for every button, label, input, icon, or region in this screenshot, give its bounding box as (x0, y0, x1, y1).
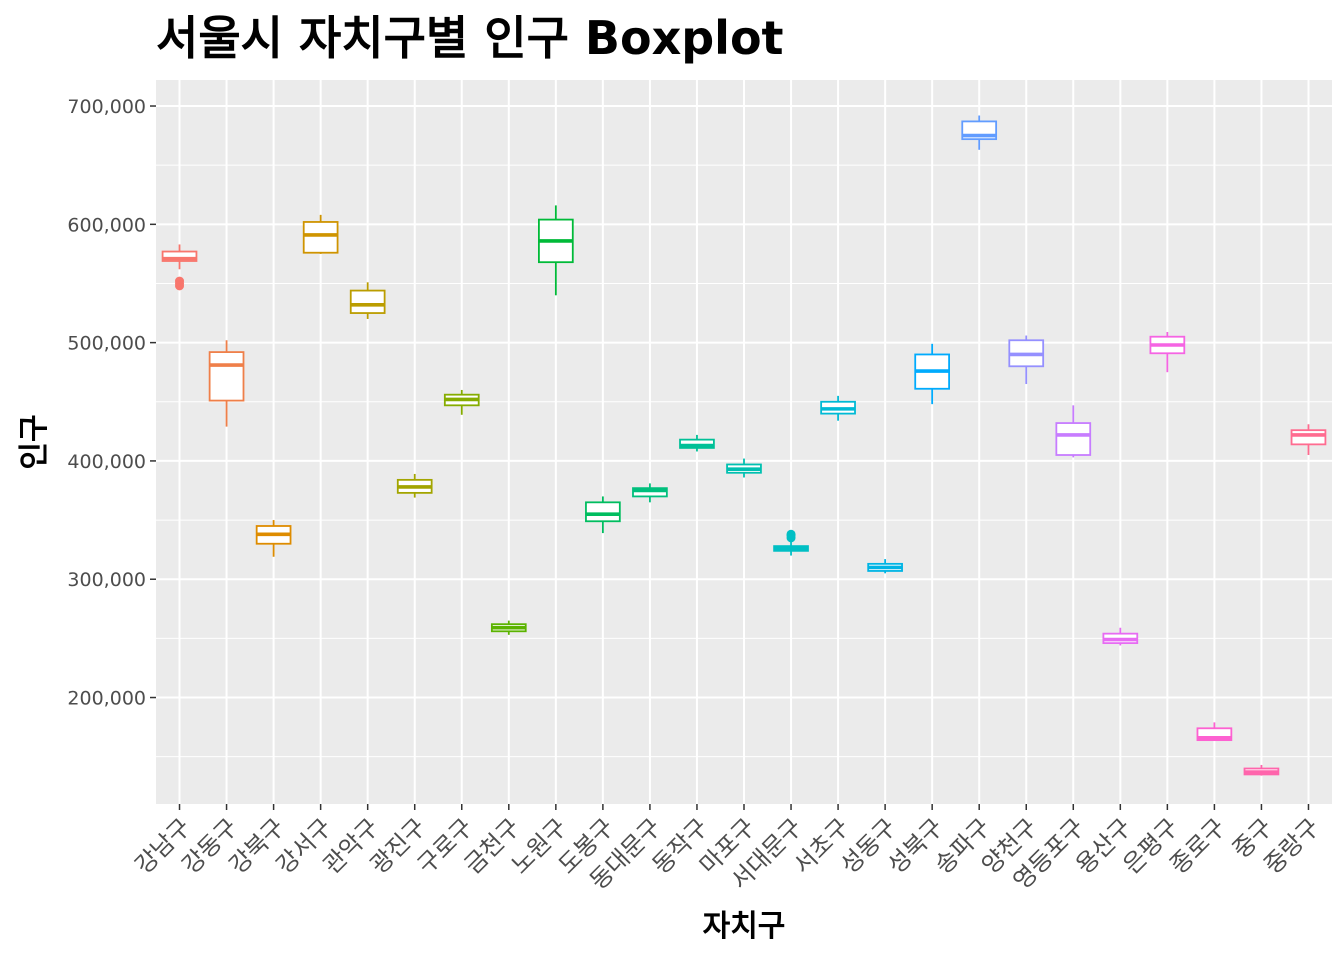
box-동작구 (679, 434, 715, 452)
box-마포구 (726, 458, 762, 478)
box-용산구 (1102, 627, 1139, 646)
y-axis: 200,000 300,000 400,000 500,000 600,000 700,0… (67, 96, 156, 710)
box-금천구 (490, 620, 527, 635)
iqr-box (1196, 727, 1233, 742)
box-송파구 (961, 115, 998, 150)
box-구로구 (443, 389, 480, 415)
iqr-box (302, 221, 339, 254)
box-강동구 (208, 340, 245, 427)
box-중랑구 (1290, 424, 1327, 456)
box-동대문구 (632, 483, 668, 503)
box-관악구 (349, 282, 386, 319)
box-양천구 (1008, 335, 1045, 385)
iqr-box (208, 351, 245, 402)
box-광진구 (396, 473, 433, 498)
x-tick-label: 종로구 (1164, 813, 1231, 880)
box-성북구 (914, 343, 950, 405)
box-영등포구 (1055, 405, 1092, 458)
box-성동구 (867, 559, 903, 574)
box-강서구 (302, 214, 339, 254)
box-종로구 (1196, 722, 1233, 742)
box-서대문구 (773, 529, 809, 556)
box-노원구 (538, 205, 574, 296)
x-tick-label: 중랑구 (1259, 813, 1326, 880)
iqr-box (1055, 422, 1092, 456)
box-강남구 (161, 244, 198, 291)
iqr-box (161, 250, 198, 262)
box-은평구 (1149, 331, 1186, 373)
outlier-point (786, 529, 796, 539)
y-axis-title: 인구 (17, 414, 52, 469)
y-tick-label: 700,000 (67, 96, 146, 118)
y-tick-label: 200,000 (67, 688, 146, 710)
chart-title: 서울시 자치구별 인구 Boxplot (156, 11, 784, 65)
x-axis: 강남구강동구강북구강서구관악구광진구구로구금천구노원구도봉구동대문구동작구마포구… (130, 804, 1326, 895)
x-axis-title: 자치구 (703, 909, 786, 944)
gridlines (156, 80, 1332, 804)
y-tick-label: 400,000 (67, 451, 146, 473)
y-tick-label: 500,000 (67, 333, 146, 355)
outlier-point (175, 276, 185, 286)
box-서초구 (820, 395, 856, 421)
box-도봉구 (585, 496, 621, 534)
y-tick-label: 300,000 (67, 569, 146, 591)
box-중구 (1243, 764, 1280, 776)
iqr-box (349, 289, 386, 314)
iqr-box (585, 501, 621, 523)
boxes (161, 115, 1327, 776)
iqr-box (1290, 429, 1327, 446)
y-tick-label: 600,000 (67, 214, 146, 236)
box-강북구 (255, 520, 292, 557)
